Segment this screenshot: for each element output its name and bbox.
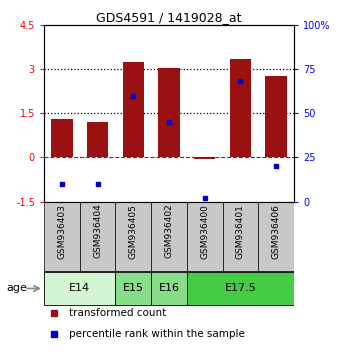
Bar (223, 202, 258, 271)
Title: GDS4591 / 1419028_at: GDS4591 / 1419028_at (96, 11, 242, 24)
Text: GSM936400: GSM936400 (200, 204, 209, 259)
Text: GSM936402: GSM936402 (165, 204, 173, 258)
Bar (258, 202, 294, 271)
Text: GSM936405: GSM936405 (129, 204, 138, 259)
Text: E17.5: E17.5 (224, 284, 256, 293)
Bar (80, 202, 115, 271)
Bar (194, 158, 215, 160)
Bar (51, 119, 73, 158)
Bar (187, 202, 223, 271)
Text: GSM936406: GSM936406 (272, 204, 281, 259)
Text: E16: E16 (159, 284, 179, 293)
Bar (151, 272, 187, 305)
Bar (44, 202, 80, 271)
Bar (265, 76, 287, 158)
Bar (230, 59, 251, 158)
Text: transformed count: transformed count (69, 308, 166, 318)
Text: GSM936401: GSM936401 (236, 204, 245, 259)
Bar (187, 272, 294, 305)
Bar (115, 272, 151, 305)
Text: percentile rank within the sample: percentile rank within the sample (69, 329, 245, 339)
Text: GSM936404: GSM936404 (93, 204, 102, 258)
Bar (123, 62, 144, 158)
Bar (115, 202, 151, 271)
Bar (151, 202, 187, 271)
Text: GSM936403: GSM936403 (57, 204, 66, 259)
Bar (87, 122, 108, 158)
Text: E15: E15 (123, 284, 144, 293)
Text: E14: E14 (69, 284, 90, 293)
Text: age: age (6, 284, 27, 293)
Bar (44, 272, 115, 305)
Bar (158, 68, 180, 158)
